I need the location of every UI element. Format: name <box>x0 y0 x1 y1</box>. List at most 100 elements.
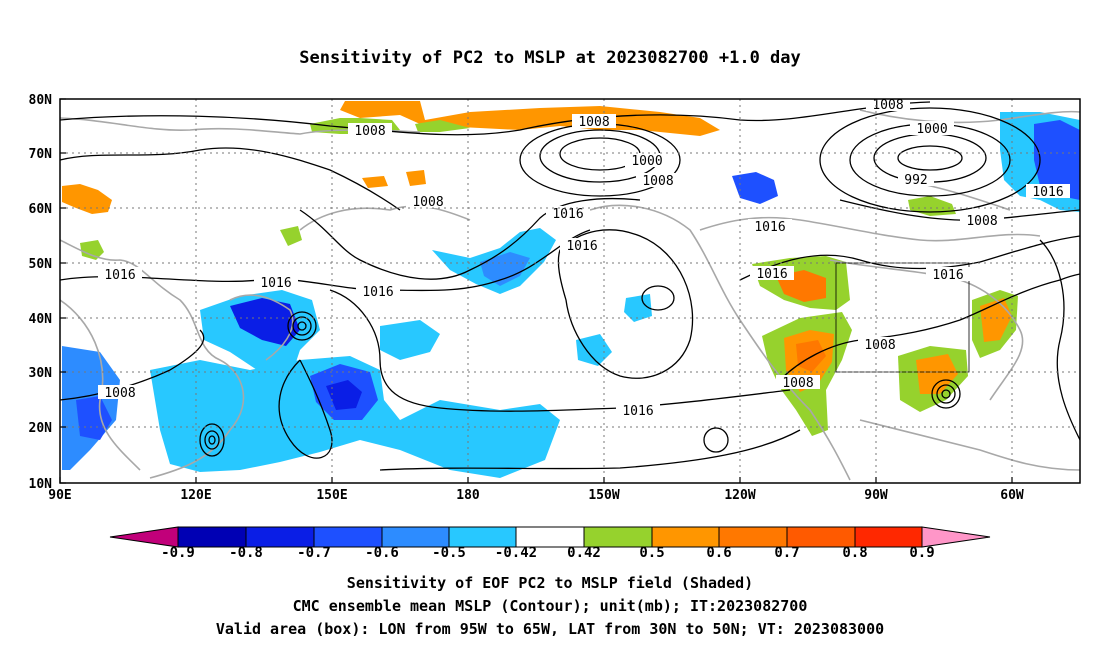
colorbar-label: -0.6 <box>365 545 399 561</box>
contour-label: 1000 <box>910 121 954 137</box>
colorbar-label: -0.8 <box>229 545 263 561</box>
lon-label: 150W <box>588 488 619 503</box>
map-title: Sensitivity of PC2 to MSLP at 2023082700… <box>299 48 801 68</box>
lat-label: 50N <box>29 257 53 272</box>
svg-text:1016: 1016 <box>622 404 653 419</box>
contour-label: 1008 <box>98 385 142 401</box>
shade-positive-siberia <box>62 184 112 214</box>
contour-label: 1016 <box>748 219 792 235</box>
svg-text:1008: 1008 <box>642 174 673 189</box>
longitude-labels: 90E 120E 150E 180 150W 120W 90W 60W <box>48 488 1024 503</box>
colorbar-label: 0.6 <box>706 545 731 561</box>
svg-text:992: 992 <box>904 173 927 188</box>
colorbar-cell <box>515 526 585 548</box>
lon-label: 90E <box>48 488 71 503</box>
contour-label: 1000 <box>625 153 669 169</box>
colorbar-cell <box>448 526 517 548</box>
svg-text:1008: 1008 <box>782 376 813 391</box>
lat-label: 80N <box>29 93 53 108</box>
colorbar-cell <box>854 526 923 548</box>
shade-positive-small-green <box>280 226 302 246</box>
contour-label: 1008 <box>858 337 902 353</box>
shade-negative-subtropical <box>624 294 652 322</box>
lat-label: 60N <box>29 202 53 217</box>
shade-negative-alaska <box>732 172 778 204</box>
svg-text:1016: 1016 <box>756 267 787 282</box>
sensitivity-shading <box>62 101 1080 478</box>
shade-negative-japan-core <box>230 298 300 346</box>
shade-negative-north-atlantic-core <box>1034 120 1080 200</box>
svg-text:1008: 1008 <box>966 214 997 229</box>
shade-positive-arctic-north <box>340 101 720 136</box>
contour-label: 1016 <box>560 238 604 254</box>
shade-positive-siberia-edge <box>80 240 104 260</box>
contour-label: 1016 <box>750 266 794 282</box>
lon-label: 120E <box>180 488 211 503</box>
colorbar-label: -0.7 <box>297 545 331 561</box>
shade-positive-southeast-core <box>916 354 958 394</box>
colorbar-arrow-left <box>109 526 179 548</box>
colorbar-cell <box>583 526 653 548</box>
caption-line-2: CMC ensemble mean MSLP (Contour); unit(m… <box>292 597 808 615</box>
shade-positive-atlantic-core <box>980 298 1012 342</box>
contour-label: 1008 <box>406 194 450 210</box>
svg-text:1008: 1008 <box>578 115 609 130</box>
svg-text:1016: 1016 <box>932 268 963 283</box>
contour-label: 1016 <box>616 403 660 419</box>
colorbar-cell <box>651 526 720 548</box>
colorbar <box>109 526 991 548</box>
caption-line-3: Valid area (box): LON from 95W to 65W, L… <box>215 620 885 638</box>
contour-label: 992 <box>898 172 934 188</box>
shade-positive-gulf-deep <box>796 340 826 372</box>
colorbar-arrow-right <box>921 526 991 548</box>
svg-text:1008: 1008 <box>354 124 385 139</box>
shade-negative-mid-pacific <box>576 334 612 366</box>
svg-text:1008: 1008 <box>872 98 903 113</box>
shade-positive-small-orange <box>362 176 388 188</box>
shade-negative-south-china-core <box>76 396 112 440</box>
colorbar-cell <box>718 526 788 548</box>
svg-text:1008: 1008 <box>864 338 895 353</box>
svg-text:1008: 1008 <box>104 386 135 401</box>
lon-label: 90W <box>864 488 888 503</box>
colorbar-label: 0.9 <box>909 545 934 561</box>
lon-label: 60W <box>1000 488 1024 503</box>
svg-text:1008: 1008 <box>412 195 443 210</box>
lat-label: 30N <box>29 366 53 381</box>
contour-label: 1008 <box>572 114 616 130</box>
map-frame <box>59 98 1081 484</box>
svg-text:1000: 1000 <box>916 122 947 137</box>
contour-label: 1008 <box>960 213 1004 229</box>
contour-labels: 1008 1000 992 1016 1008 1016 1016 1008 1… <box>98 97 1070 419</box>
colorbar-label: 0.5 <box>639 545 664 561</box>
lat-label: 20N <box>29 421 53 436</box>
svg-text:1016: 1016 <box>260 276 291 291</box>
colorbar-label: -0.5 <box>432 545 466 561</box>
shade-positive-small-orange-2 <box>406 170 426 186</box>
lon-label: 120W <box>724 488 755 503</box>
colorbar-cell <box>313 526 383 548</box>
contour-label: 1016 <box>98 267 142 283</box>
contour-label: 1008 <box>776 375 820 391</box>
svg-text:1000: 1000 <box>631 154 662 169</box>
colorbar-cell <box>177 526 247 548</box>
contour-label: 1008 <box>636 173 680 189</box>
lat-label: 70N <box>29 147 53 162</box>
svg-text:1016: 1016 <box>552 207 583 222</box>
contour-label: 1016 <box>1026 184 1070 200</box>
svg-text:1016: 1016 <box>362 285 393 300</box>
colorbar-labels: -0.9 -0.8 -0.7 -0.6 -0.5 -0.42 0.42 0.5 … <box>161 545 935 561</box>
colorbar-label: 0.42 <box>567 545 601 561</box>
contour-label: 1016 <box>926 267 970 283</box>
graticule <box>60 99 1080 483</box>
colorbar-cell <box>381 526 450 548</box>
axis-ticks <box>59 98 1013 484</box>
svg-text:1016: 1016 <box>104 268 135 283</box>
colorbar-label: 0.7 <box>774 545 799 561</box>
latitude-labels: 80N 70N 60N 50N 40N 30N 20N 10N <box>29 93 53 492</box>
shade-negative-west-pacific-deep <box>326 380 362 410</box>
colorbar-label: -0.42 <box>495 545 537 561</box>
shade-negative-north-pacific-core <box>480 252 530 286</box>
contour-label: 1016 <box>254 275 298 291</box>
